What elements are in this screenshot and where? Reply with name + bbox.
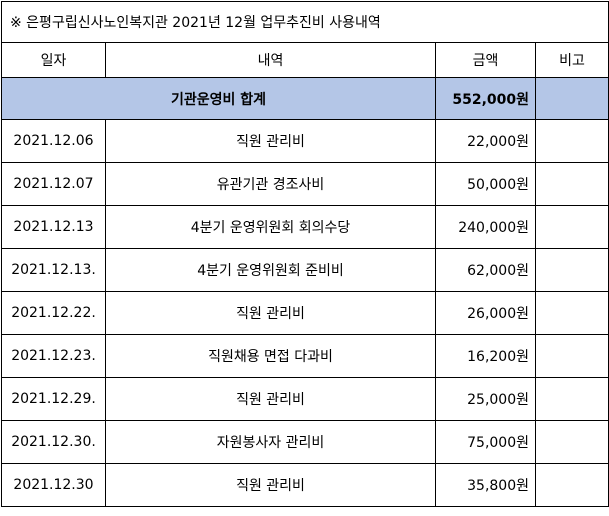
total-row: 기관운영비 합계 552,000원	[1, 77, 609, 120]
date-cell: 2021.12.23.	[1, 334, 106, 378]
note-cell	[534, 420, 609, 464]
note-cell	[534, 377, 609, 421]
expense-row: 2021.12.13. 4분기 운영위원회 준비비 62,000원	[1, 248, 609, 292]
note-cell	[534, 205, 609, 249]
amount-cell: 240,000원	[435, 205, 536, 249]
description-cell: 직원 관리비	[105, 119, 436, 163]
header-row: 일자 내역 금액 비고	[1, 42, 609, 78]
date-cell: 2021.12.13.	[1, 248, 106, 292]
amount-cell: 50,000원	[435, 162, 536, 206]
column-header: 비고	[534, 42, 609, 78]
expense-row: 2021.12.13 4분기 운영위원회 회의수당 240,000원	[1, 205, 609, 249]
title-row: ※ 은평구립신사노인복지관 2021년 12월 업무추진비 사용내역	[0, 1, 609, 43]
note-cell	[534, 162, 609, 206]
expense-row: 2021.12.29. 직원 관리비 25,000원	[1, 377, 609, 421]
amount-cell: 25,000원	[435, 377, 536, 421]
amount-cell: 26,000원	[435, 291, 536, 335]
description-cell: 직원 관리비	[105, 463, 436, 507]
expense-row: 2021.12.23. 직원채용 면접 다과비 16,200원	[1, 334, 609, 378]
description-cell: 직원 관리비	[105, 291, 436, 335]
column-header: 내역	[105, 42, 436, 78]
expense-row: 2021.12.30. 자원봉사자 관리비 75,000원	[1, 420, 609, 464]
date-cell: 2021.12.07	[1, 162, 106, 206]
description-cell: 직원 관리비	[105, 377, 436, 421]
amount-cell: 22,000원	[435, 119, 536, 163]
amount-cell: 62,000원	[435, 248, 536, 292]
total-label: 기관운영비 합계	[1, 77, 436, 120]
amount-cell: 35,800원	[435, 463, 536, 507]
date-cell: 2021.12.22.	[1, 291, 106, 335]
expense-row: 2021.12.22. 직원 관리비 26,000원	[1, 291, 609, 335]
date-cell: 2021.12.30	[1, 463, 106, 507]
title: ※ 은평구립신사노인복지관 2021년 12월 업무추진비 사용내역	[0, 1, 609, 43]
amount-cell: 75,000원	[435, 420, 536, 464]
total-amount: 552,000원	[435, 77, 536, 120]
description-cell: 자원봉사자 관리비	[105, 420, 436, 464]
note-cell	[534, 119, 609, 163]
description-cell: 4분기 운영위원회 준비비	[105, 248, 436, 292]
note-cell	[534, 291, 609, 335]
expense-row: 2021.12.06 직원 관리비 22,000원	[1, 119, 609, 163]
date-cell: 2021.12.29.	[1, 377, 106, 421]
date-cell: 2021.12.06	[1, 119, 106, 163]
description-cell: 유관기관 경조사비	[105, 162, 436, 206]
date-cell: 2021.12.13	[1, 205, 106, 249]
date-cell: 2021.12.30.	[1, 420, 106, 464]
description-cell: 4분기 운영위원회 회의수당	[105, 205, 436, 249]
note-cell	[534, 77, 609, 120]
expense-row: 2021.12.30 직원 관리비 35,800원	[1, 463, 609, 507]
expense-row: 2021.12.07 유관기관 경조사비 50,000원	[1, 162, 609, 206]
note-cell	[534, 334, 609, 378]
note-cell	[534, 463, 609, 507]
description-cell: 직원채용 면접 다과비	[105, 334, 436, 378]
column-header: 금액	[435, 42, 536, 78]
amount-cell: 16,200원	[435, 334, 536, 378]
note-cell	[534, 248, 609, 292]
column-header: 일자	[1, 42, 106, 78]
